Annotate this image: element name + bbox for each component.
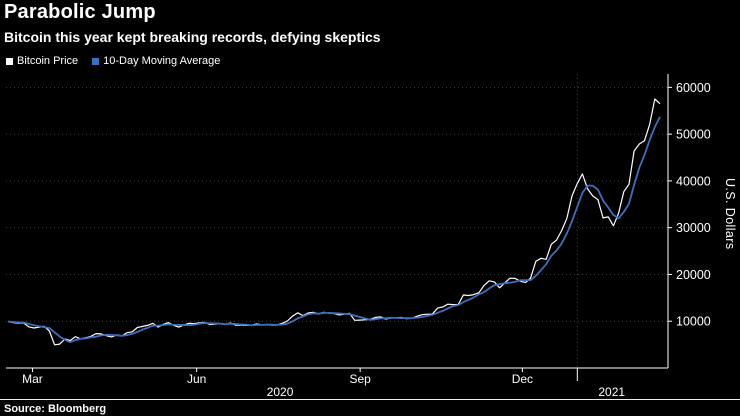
x-tick-label: Jun [187,372,206,386]
price-chart: 10000 20000 30000 40000 50000 60000 Mar Jun Sep D… [6,74,711,399]
source-divider [0,399,740,400]
y-tick-label: 60000 [676,81,711,95]
page-subtitle: Bitcoin this year kept breaking records,… [4,29,381,45]
source-credit: Source: Bloomberg [4,403,107,415]
moving-average-swatch-icon [92,57,100,65]
x-tick-label: Dec [512,372,533,386]
bitcoin-price-line [7,98,661,346]
y-tick-label: 10000 [676,315,711,329]
x-tick-label: Mar [22,372,43,386]
chart-legend: Bitcoin Price 10-Day Moving Average [6,55,220,67]
year-label: 2020 [267,385,294,399]
year-label: 2021 [598,385,625,399]
bitcoin-price-swatch-icon [6,57,13,65]
y-tick-label: 30000 [676,221,711,235]
moving-average-line [7,116,661,344]
y-axis-title: U.S. Dollars [723,178,737,250]
y-tick-label: 50000 [676,128,711,142]
legend-label-bitcoin-price: Bitcoin Price [17,55,79,67]
x-tick-label: Sep [349,372,371,386]
page-title: Parabolic Jump [4,1,156,23]
legend-item-bitcoin-price: Bitcoin Price [6,55,78,67]
legend-label-moving-average: 10-Day Moving Average [103,55,221,67]
y-tick-label: 40000 [676,174,711,188]
legend-item-moving-average: 10-Day Moving Average [92,55,220,67]
y-tick-label: 20000 [676,268,711,282]
